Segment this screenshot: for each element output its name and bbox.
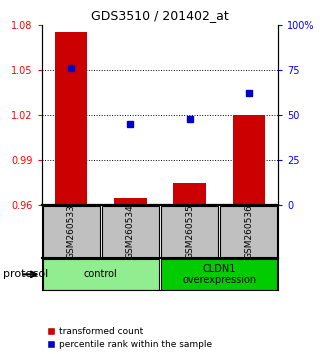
Text: protocol: protocol	[3, 269, 48, 279]
Bar	[55, 32, 87, 205]
Title: GDS3510 / 201402_at: GDS3510 / 201402_at	[91, 9, 229, 22]
FancyBboxPatch shape	[161, 206, 218, 258]
Text: control: control	[84, 269, 118, 279]
Text: GSM260535: GSM260535	[185, 204, 194, 259]
Bar	[173, 183, 206, 205]
FancyBboxPatch shape	[161, 259, 277, 290]
Text: GSM260534: GSM260534	[126, 205, 135, 259]
Legend: transformed count, percentile rank within the sample: transformed count, percentile rank withi…	[46, 327, 212, 349]
Bar	[114, 198, 147, 205]
Text: GSM260536: GSM260536	[244, 204, 253, 259]
FancyBboxPatch shape	[102, 206, 159, 258]
Bar	[233, 115, 265, 205]
Text: GSM260533: GSM260533	[67, 204, 76, 259]
Text: CLDN1
overexpression: CLDN1 overexpression	[182, 263, 256, 285]
FancyBboxPatch shape	[43, 259, 159, 290]
FancyBboxPatch shape	[43, 206, 100, 258]
FancyBboxPatch shape	[220, 206, 277, 258]
